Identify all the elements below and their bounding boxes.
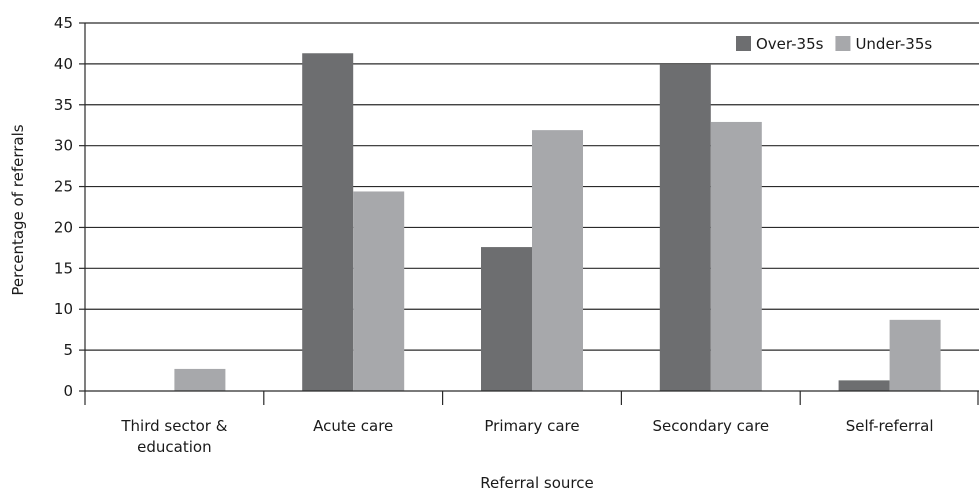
y-tick-label: 35 [54,96,73,114]
x-category-label: Self-referral [846,417,934,435]
y-tick-label: 10 [54,300,73,318]
y-tick-label: 45 [54,14,73,32]
legend-label: Over-35s [756,35,824,53]
x-category-label: Primary care [484,417,579,435]
bar-under-35s [174,368,226,391]
y-tick-label: 0 [63,382,73,400]
bar-over-35s [302,53,354,391]
axes [84,23,979,405]
bar-under-35s [710,121,762,391]
y-tick-label: 30 [54,137,73,155]
x-category-label: Acute care [313,417,393,435]
legend-swatch [736,36,751,51]
y-axis-title: Percentage of referrals [9,124,27,295]
bar-under-35s [532,130,583,391]
y-tick-label: 5 [63,341,73,359]
bar-under-35s [889,319,941,391]
y-tick-label: 25 [54,178,73,196]
bar-under-35s [353,191,405,391]
bar-over-35s [659,64,711,391]
legend: Over-35s Under-35s [736,35,932,53]
y-tick-label: 20 [54,218,73,236]
x-category-label: Third sector & education [120,417,227,456]
x-axis-title: Referral source [480,474,594,490]
x-category-label: Secondary care [652,417,769,435]
bar-over-35s [481,247,532,391]
legend-swatch [835,36,851,51]
legend-label: Under-35s [855,35,932,53]
bar-over-35s [838,380,890,391]
x-category-labels: Third sector & education Acute care Primary… [120,417,933,456]
y-tick-label: 15 [54,259,73,277]
y-tick-labels: 0 5 10 15 20 25 30 35 40 45 [54,14,73,400]
bars [174,53,941,391]
y-tick-label: 40 [54,55,73,73]
